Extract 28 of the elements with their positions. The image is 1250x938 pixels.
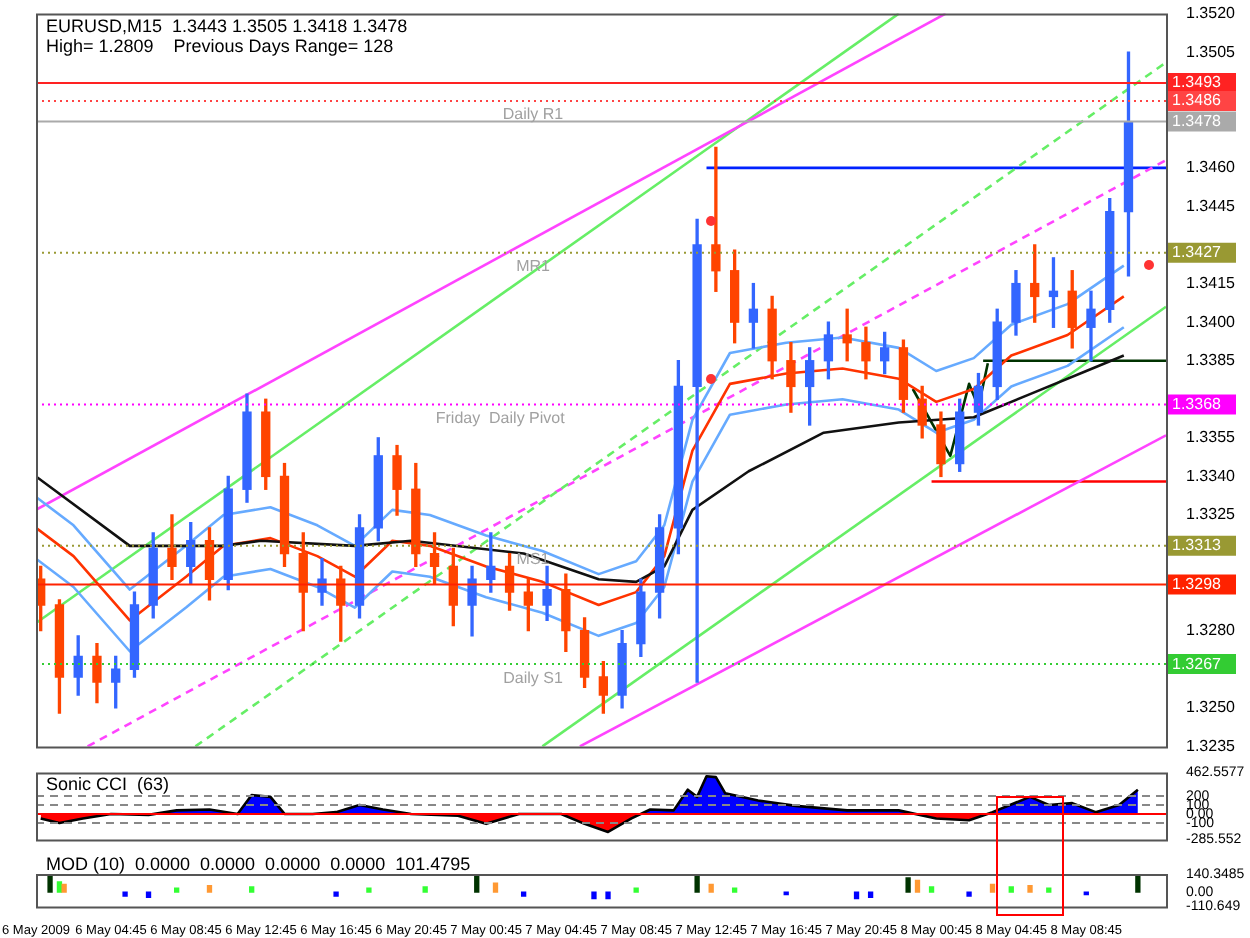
ref-line-label: 1.3478 bbox=[1172, 112, 1223, 130]
y-tick-label: 1.3325 bbox=[1186, 505, 1237, 524]
y-tick-label: 1.3340 bbox=[1186, 466, 1237, 485]
y-tick-label: 1.3250 bbox=[1186, 698, 1237, 717]
ref-line-label: 1.3368 bbox=[1172, 394, 1223, 413]
y-tick-label: 1.3520 bbox=[1186, 4, 1237, 23]
y-tick-label: 1.3505 bbox=[1186, 42, 1237, 61]
ref-line-label: 1.3313 bbox=[1172, 536, 1223, 555]
y-tick-label: 1.3355 bbox=[1186, 428, 1237, 447]
y-tick-label: 1.3460 bbox=[1186, 158, 1237, 177]
chart-title: Sonic CCI (63) bbox=[44, 774, 172, 794]
chart-title: EURUSD,M15 1.3443 1.3505 1.3418 1.3478 bbox=[44, 16, 410, 36]
ref-line-label: 1.3486 bbox=[1172, 91, 1223, 110]
ref-line-label: 1.3267 bbox=[1172, 654, 1223, 673]
annotation: Daily R1 bbox=[502, 105, 565, 124]
ref-line-label: 1.3298 bbox=[1172, 574, 1223, 593]
text: High= 1.2809 Previous Days Range= 128 bbox=[44, 36, 396, 56]
y-tick-label: 1.3400 bbox=[1186, 312, 1237, 331]
y-tick-label: 1.3235 bbox=[1186, 736, 1237, 755]
y-tick-label: 1.3445 bbox=[1186, 196, 1237, 215]
ref-line-label: 1.3427 bbox=[1172, 243, 1223, 262]
annotation: Friday Daily Pivot bbox=[435, 408, 567, 427]
y-tick-label: 1.3280 bbox=[1186, 621, 1237, 640]
y-tick-label: 1.3385 bbox=[1186, 351, 1237, 370]
ref-line-label: 1.3493 bbox=[1172, 73, 1223, 92]
y-tick-label: 1.3415 bbox=[1186, 273, 1237, 292]
chart-title: MOD (10) 0.0000 0.0000 0.0000 0.0000 101.4795 bbox=[44, 854, 473, 874]
annotation: Daily S1 bbox=[503, 668, 564, 687]
